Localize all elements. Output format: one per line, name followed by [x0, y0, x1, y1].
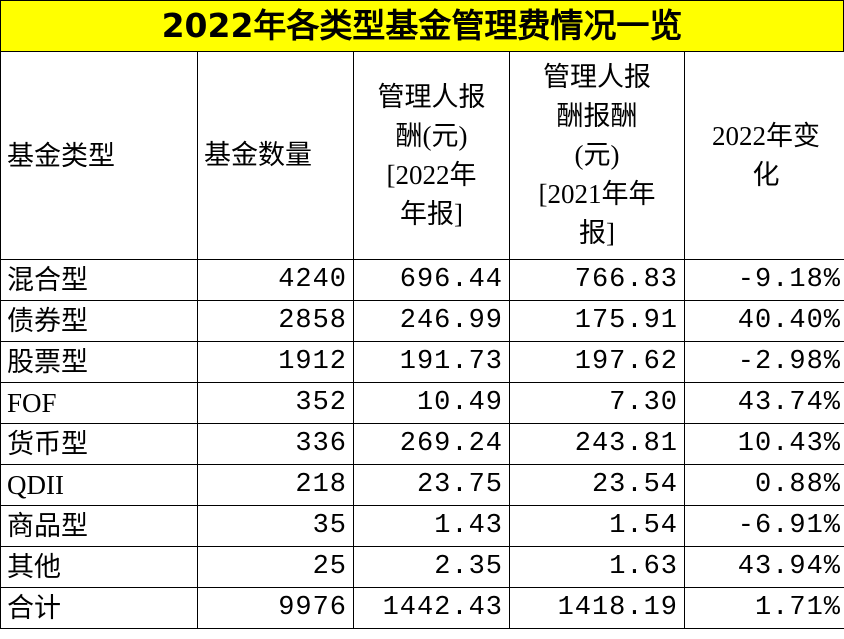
cell-change: -6.91% [684, 505, 844, 547]
cell-fee-2021: 23.54 [509, 464, 685, 506]
cell-fee-2022: 23.75 [353, 464, 510, 506]
cell-fee-2022: 246.99 [353, 300, 510, 342]
table-row: FOF 352 10.49 7.30 43.74% [0, 382, 844, 424]
cell-fee-2021: 175.91 [509, 300, 685, 342]
cell-fund-type: 混合型 [0, 259, 198, 301]
header-text: 基金类型 [7, 140, 115, 171]
table-row: QDII 218 23.75 23.54 0.88% [0, 464, 844, 506]
cell-fee-2022: 1442.43 [353, 587, 510, 629]
cell-change: 10.43% [684, 423, 844, 465]
fee-table: 基金类型 基金数量 管理人报 酬(元) [2022年 年报] 管理人报 酬报酬 … [0, 51, 844, 629]
table-row: 混合型 4240 696.44 766.83 -9.18% [0, 259, 844, 301]
header-text: 化 [752, 159, 780, 190]
cell-fund-count: 336 [197, 423, 354, 465]
cell-fee-2021: 243.81 [509, 423, 685, 465]
cell-fund-type: QDII [0, 464, 198, 506]
cell-fee-2022: 191.73 [353, 341, 510, 383]
cell-fee-2021: 7.30 [509, 382, 685, 424]
cell-fund-type: 债券型 [0, 300, 198, 342]
table-row: 商品型 35 1.43 1.54 -6.91% [0, 505, 844, 547]
cell-fee-2022: 696.44 [353, 259, 510, 301]
header-text: 年报] [400, 198, 463, 229]
cell-fund-count: 4240 [197, 259, 354, 301]
total-row: 合计 9976 1442.43 1418.19 1.71% [0, 587, 844, 629]
cell-fund-count: 9976 [197, 587, 354, 629]
header-text: 管理人报 [377, 81, 486, 112]
cell-change: -9.18% [684, 259, 844, 301]
header-fee-2022: 管理人报 酬(元) [2022年 年报] [353, 51, 510, 260]
table-row: 货币型 336 269.24 243.81 10.43% [0, 423, 844, 465]
header-fee-2021: 管理人报 酬报酬 (元) [2021年年 报] [509, 51, 685, 260]
cell-fee-2022: 1.43 [353, 505, 510, 547]
cell-change: 40.40% [684, 300, 844, 342]
cell-fund-type: 合计 [0, 587, 198, 629]
cell-fund-type: 股票型 [0, 341, 198, 383]
header-text: 管理人报 [543, 62, 651, 92]
table-row: 债券型 2858 246.99 175.91 40.40% [0, 300, 844, 342]
header-text: 酬(元) [395, 120, 468, 151]
cell-fund-count: 35 [197, 505, 354, 547]
cell-fund-count: 2858 [197, 300, 354, 342]
header-text: 2022年变 [712, 120, 820, 151]
cell-fund-type: 商品型 [0, 505, 198, 547]
cell-change: 43.74% [684, 382, 844, 424]
cell-fee-2021: 1.54 [509, 505, 685, 547]
table-title: 2022年各类型基金管理费情况一览 [0, 0, 844, 52]
cell-fund-count: 25 [197, 546, 354, 588]
header-text: 报] [579, 218, 615, 248]
cell-fund-type: 货币型 [0, 423, 198, 465]
table-row: 其他 25 2.35 1.63 43.94% [0, 546, 844, 588]
header-text: 基金数量 [204, 140, 312, 170]
cell-fee-2021: 197.62 [509, 341, 685, 383]
cell-fee-2022: 2.35 [353, 546, 510, 588]
cell-fee-2021: 766.83 [509, 259, 685, 301]
cell-change: -2.98% [684, 341, 844, 383]
cell-fund-count: 352 [197, 382, 354, 424]
cell-fee-2021: 1.63 [509, 546, 685, 588]
header-text: (元) [574, 140, 620, 170]
cell-fund-type: FOF [0, 382, 198, 424]
cell-fee-2021: 1418.19 [509, 587, 685, 629]
header-text: [2021年年 [538, 179, 656, 209]
header-text: 酬报酬 [556, 101, 638, 131]
header-fund-type: 基金类型 [0, 51, 198, 260]
header-change-2022: 2022年变 化 [684, 51, 844, 260]
header-fund-count: 基金数量 [197, 51, 354, 260]
header-row: 基金类型 基金数量 管理人报 酬(元) [2022年 年报] 管理人报 酬报酬 … [0, 51, 844, 260]
cell-fund-count: 218 [197, 464, 354, 506]
header-text: [2022年 [386, 159, 477, 190]
cell-change: 1.71% [684, 587, 844, 629]
cell-fee-2022: 269.24 [353, 423, 510, 465]
cell-change: 0.88% [684, 464, 844, 506]
table-row: 股票型 1912 191.73 197.62 -2.98% [0, 341, 844, 383]
cell-fund-type: 其他 [0, 546, 198, 588]
cell-fee-2022: 10.49 [353, 382, 510, 424]
cell-fund-count: 1912 [197, 341, 354, 383]
cell-change: 43.94% [684, 546, 844, 588]
